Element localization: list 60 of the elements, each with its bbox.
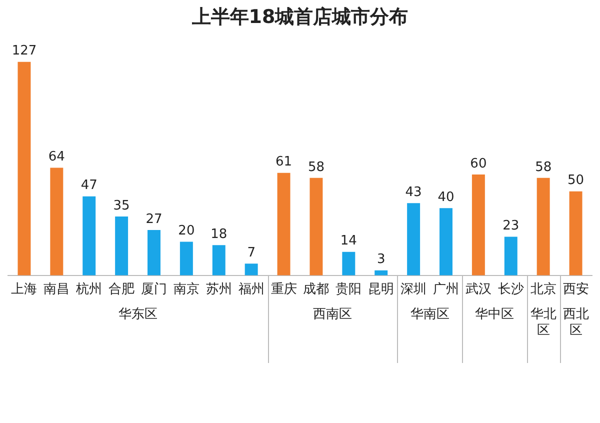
x-tick-label: 上海: [11, 280, 38, 296]
bar: [569, 191, 582, 276]
bar: [407, 203, 420, 276]
bar: [244, 264, 258, 276]
data-label: 20: [178, 224, 195, 239]
data-label: 14: [340, 234, 357, 249]
bar: [50, 168, 64, 276]
x-tick-label: 武汉: [465, 280, 492, 296]
text: 西南区: [312, 307, 353, 323]
text: 西北区: [562, 307, 589, 339]
x-tick-label: 福州: [238, 280, 264, 296]
data-label: 18: [210, 227, 228, 242]
x-tick-label: 长沙: [498, 280, 524, 296]
data-label: 27: [146, 212, 162, 227]
x-tick-label: 昆明: [368, 280, 394, 296]
data-label: 3: [376, 252, 386, 268]
data-label: 61: [276, 154, 292, 170]
bar: [504, 236, 518, 276]
data-label: 47: [80, 178, 98, 194]
x-tick-label: 北京: [530, 280, 556, 296]
bar: [148, 230, 160, 276]
x-tick-label: 苏州: [206, 280, 232, 296]
bar: [180, 242, 193, 276]
text: 华南区: [409, 307, 450, 323]
bar: [18, 62, 31, 276]
data-label: 64: [48, 150, 65, 165]
data-label: 7: [247, 246, 256, 261]
x-tick-label: 南京: [173, 280, 200, 296]
data-label: 60: [470, 156, 487, 172]
bar: [82, 196, 96, 276]
bar: [277, 172, 290, 276]
bar: [115, 216, 128, 276]
chart-title: 上半年18城首店城市分布: [190, 5, 410, 30]
data-label: 40: [438, 190, 454, 206]
x-tick-label: 成都: [303, 280, 330, 296]
x-tick-label: 南昌: [44, 280, 70, 296]
text: 华东区: [117, 307, 158, 323]
bar: [212, 245, 226, 276]
x-tick-label: 杭州: [75, 280, 102, 296]
text: 华中区: [474, 307, 516, 323]
bar: [310, 178, 323, 276]
data-label: 58: [308, 160, 324, 175]
bar: [440, 208, 452, 276]
data-label: 127: [12, 44, 37, 59]
text: 华北区: [530, 307, 557, 339]
data-label: 23: [502, 218, 520, 234]
x-tick-label: 厦门: [141, 280, 167, 296]
bar: [472, 174, 485, 276]
data-label: 50: [568, 173, 584, 188]
data-label: 58: [535, 160, 552, 175]
x-tick-label: 深圳: [400, 280, 427, 296]
bar: [536, 178, 550, 276]
x-tick-label: 合肥: [108, 280, 135, 296]
data-label: 43: [405, 184, 422, 200]
bar: [342, 252, 356, 276]
data-label: 35: [113, 198, 130, 214]
x-tick-label: 重庆: [270, 280, 297, 296]
x-tick-label: 西安: [562, 280, 589, 296]
x-tick-label: 贵阳: [336, 280, 362, 296]
x-tick-label: 广州: [433, 280, 459, 296]
